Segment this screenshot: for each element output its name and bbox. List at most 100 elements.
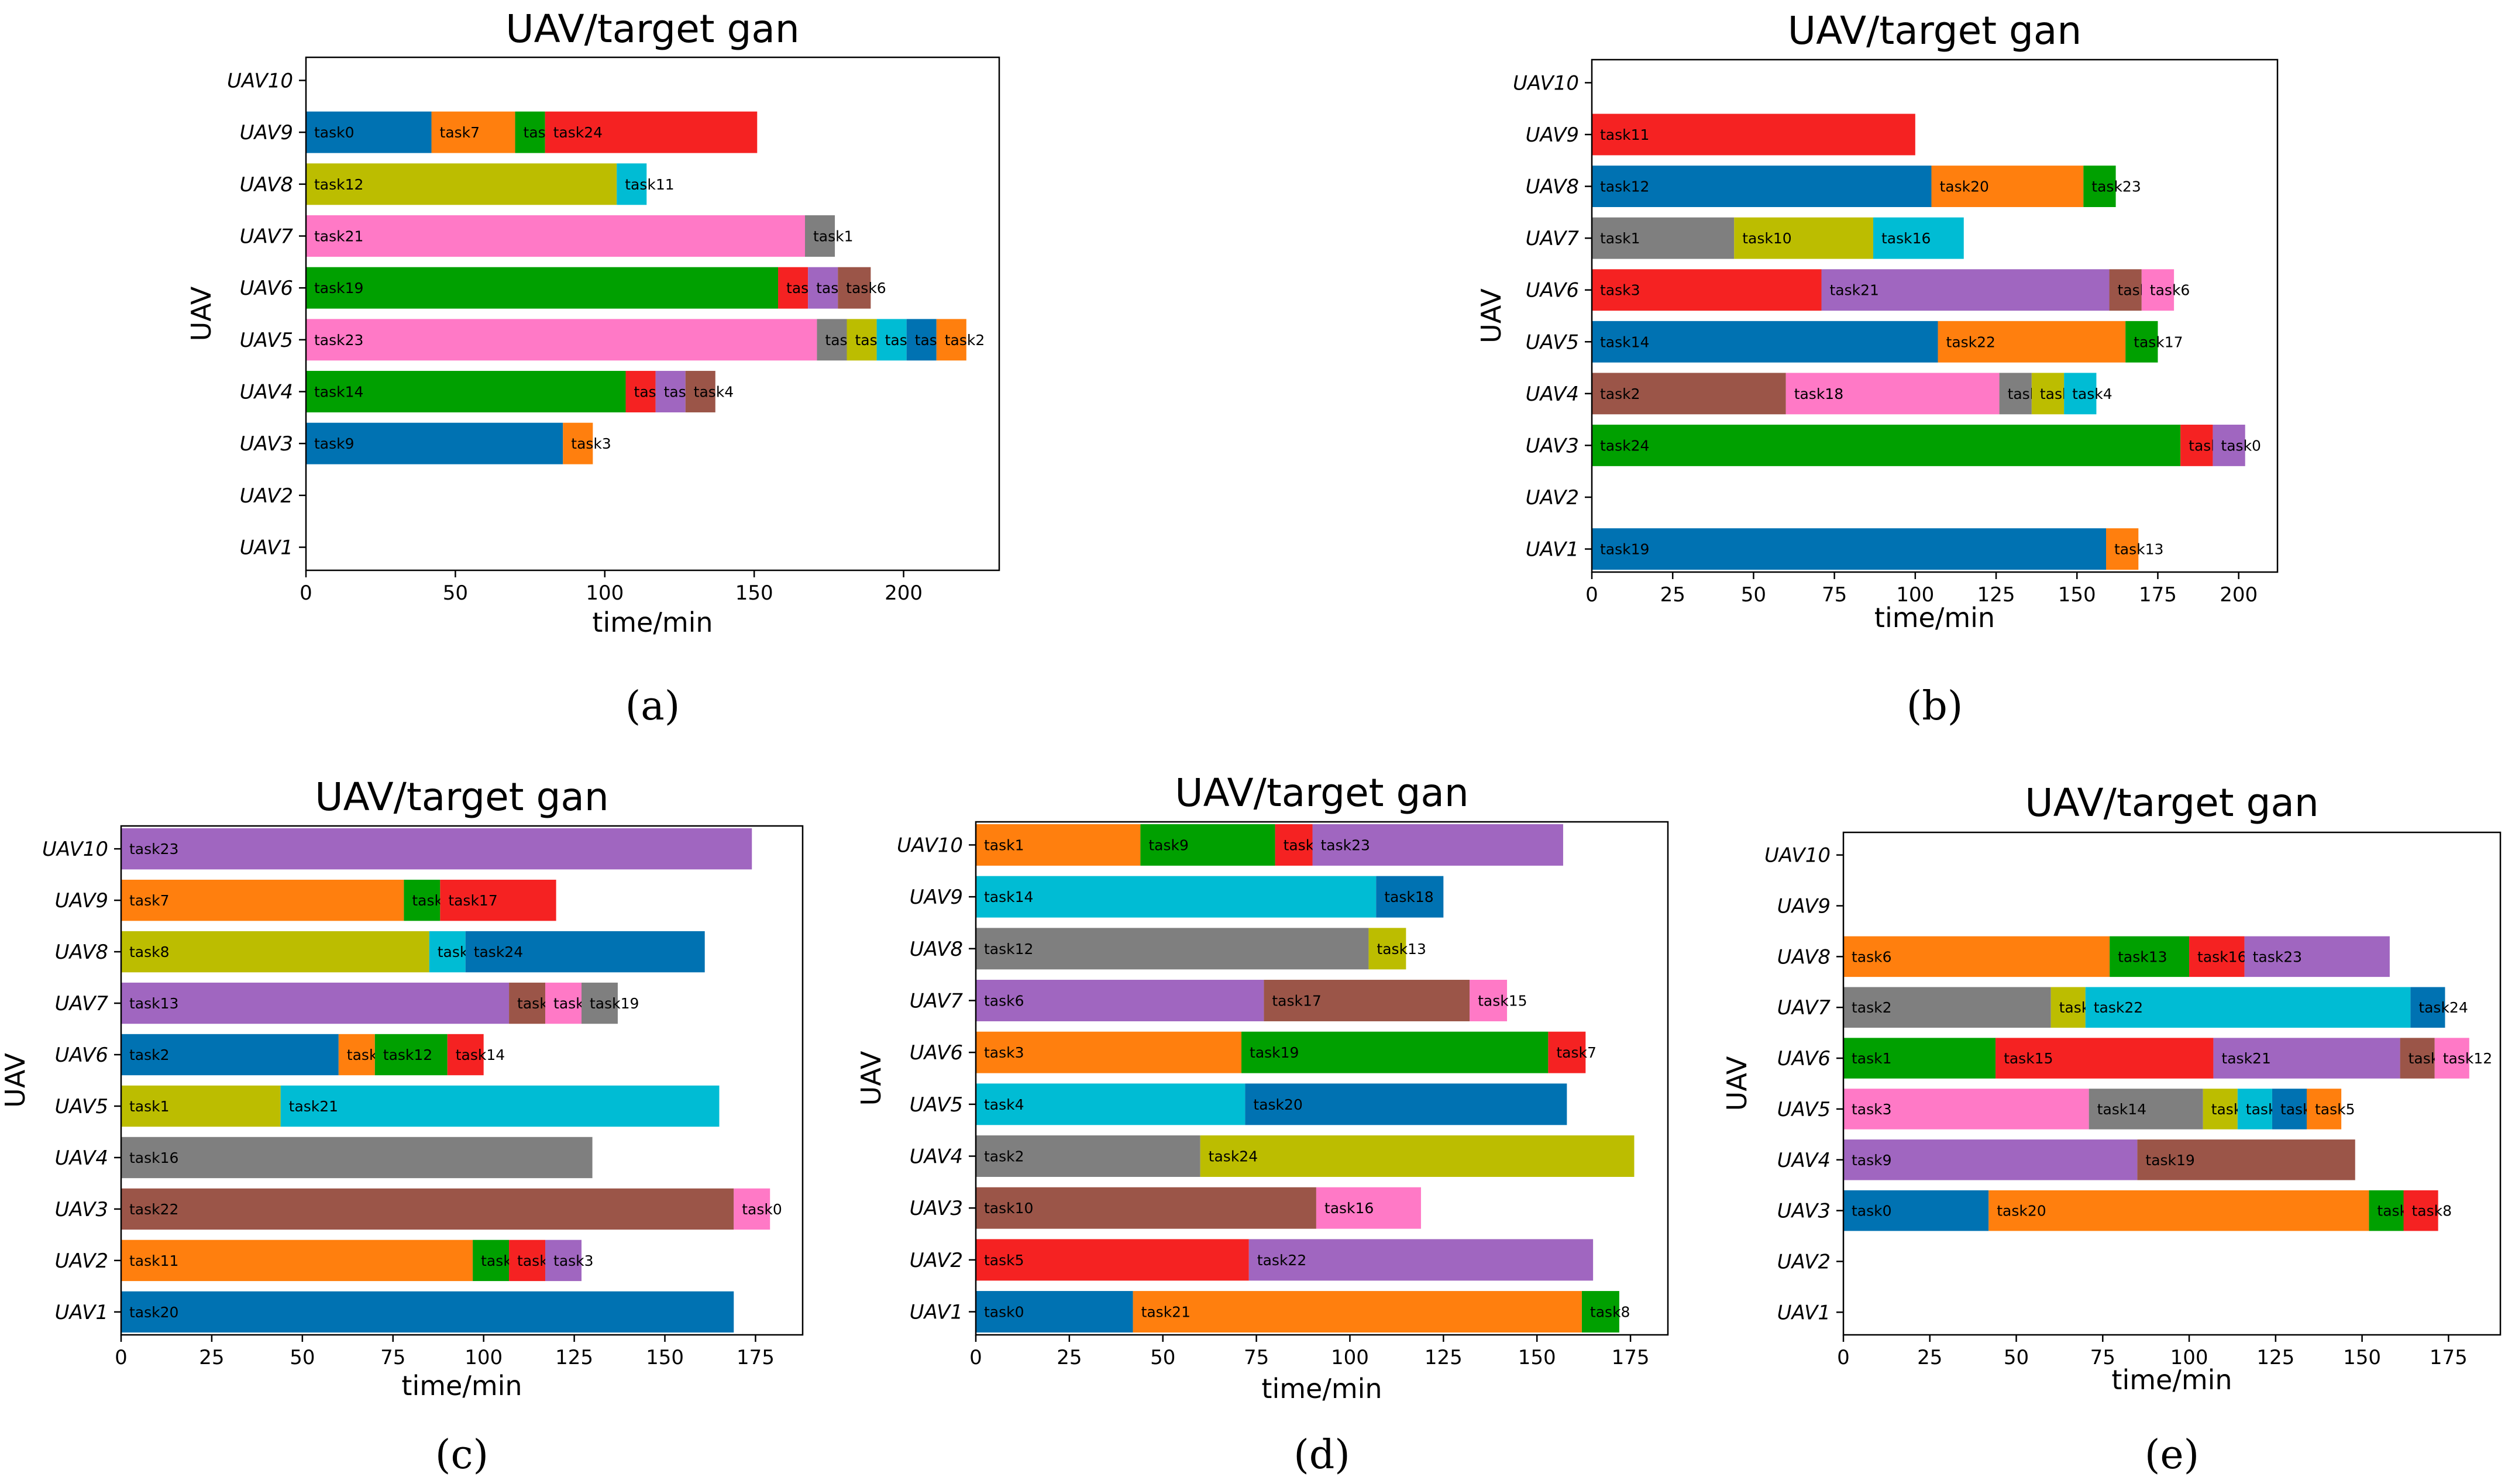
bar-uav7-task10 bbox=[1734, 217, 1873, 259]
bar-label-task20: task20 bbox=[129, 1304, 178, 1321]
y-tick-label-uav4: UAV4 bbox=[910, 1145, 963, 1169]
y-tick-label-uav10: UAV10 bbox=[227, 69, 293, 92]
bar-uav9-task14 bbox=[976, 876, 1377, 918]
panel-label: (e) bbox=[2145, 1432, 2199, 1478]
bar-uav9-task24 bbox=[545, 111, 758, 153]
bar-uav4-task9 bbox=[1843, 1139, 2138, 1180]
bar-uav4-task2 bbox=[1592, 373, 1786, 415]
y-tick-label-uav2: UAV2 bbox=[1526, 486, 1579, 509]
plot-frame bbox=[305, 56, 1000, 571]
bar-label-task14: task14 bbox=[314, 384, 363, 401]
bar-uav6-task16 bbox=[778, 267, 808, 309]
bar-uav5-task11 bbox=[2203, 1089, 2238, 1130]
bar-label-task6: task6 bbox=[2150, 282, 2190, 299]
bar-uav9-task11 bbox=[1592, 113, 1915, 156]
bar-uav5-task14 bbox=[2089, 1089, 2203, 1130]
bar-uav6-task21 bbox=[1821, 269, 2110, 311]
bar-uav5-task4 bbox=[976, 1083, 1246, 1125]
bar-uav3-task0 bbox=[2213, 425, 2245, 466]
bar-label-task1: task1 bbox=[984, 836, 1024, 853]
bar-label-task9: task9 bbox=[1852, 1152, 1892, 1169]
y-tick-label-uav1: UAV1 bbox=[240, 536, 293, 560]
x-tick-label: 200 bbox=[885, 581, 923, 605]
x-tick-label: 100 bbox=[586, 581, 624, 605]
bar-label-task0: task0 bbox=[314, 124, 355, 141]
bar-uav3-task20 bbox=[1988, 1190, 2369, 1231]
x-tick-label: 50 bbox=[290, 1346, 315, 1369]
x-tick-label: 75 bbox=[1244, 1346, 1269, 1369]
bar-uav2-task5 bbox=[473, 1239, 510, 1282]
bar-uav5-task7 bbox=[2272, 1089, 2307, 1130]
bar-uav10-task11 bbox=[1275, 824, 1313, 866]
bar-label-task10: task10 bbox=[1742, 230, 1791, 247]
bar-uav1-task0 bbox=[976, 1291, 1133, 1333]
bar-label-task14: task14 bbox=[984, 889, 1033, 905]
y-tick-label-uav10: UAV10 bbox=[42, 838, 108, 861]
bar-uav5-task22 bbox=[1938, 321, 2126, 363]
y-tick-label-uav4: UAV4 bbox=[1526, 383, 1579, 406]
y-tick-label-uav10: UAV10 bbox=[1764, 844, 1831, 867]
bar-label-task20: task20 bbox=[1939, 178, 1988, 195]
bar-uav7-task18 bbox=[545, 982, 582, 1024]
bar-label-task2: task2 bbox=[129, 1046, 170, 1063]
y-tick-label-uav8: UAV8 bbox=[240, 173, 293, 197]
bar-label-task7: task7 bbox=[440, 124, 480, 141]
bar-uav5-task22 bbox=[817, 319, 847, 361]
y-tick-label-uav7: UAV7 bbox=[1777, 996, 1831, 1020]
bar-label-task18: task18 bbox=[1794, 385, 1843, 402]
bar-uav8-task12 bbox=[306, 163, 617, 205]
y-tick-label-uav1: UAV1 bbox=[910, 1301, 963, 1324]
bar-uav4-task2 bbox=[976, 1135, 1200, 1177]
bar-label-task1: task1 bbox=[1600, 230, 1640, 247]
x-tick-label: 50 bbox=[2004, 1346, 2029, 1369]
bar-label-task23: task23 bbox=[129, 841, 178, 858]
plot-frame bbox=[1842, 831, 2502, 1336]
bar-label-task16: task16 bbox=[129, 1149, 178, 1166]
x-tick-label: 25 bbox=[199, 1346, 224, 1369]
bar-uav8-task6 bbox=[1843, 936, 2110, 977]
bar-uav3-task0 bbox=[734, 1188, 770, 1230]
plot-frame bbox=[1591, 58, 2279, 573]
bar-label-task3: task3 bbox=[571, 435, 611, 452]
bar-uav7-task2 bbox=[1843, 987, 2051, 1028]
bar-uav10-task9 bbox=[1140, 824, 1275, 866]
bar-uav3-task22 bbox=[121, 1188, 734, 1230]
bar-uav6-task12 bbox=[374, 1034, 448, 1076]
bar-uav5-task3 bbox=[1843, 1089, 2089, 1130]
y-tick-label-uav5: UAV5 bbox=[55, 1095, 108, 1118]
bar-label-task2: task2 bbox=[1600, 385, 1640, 402]
x-tick-label: 25 bbox=[1660, 583, 1685, 607]
bar-label-task1: task1 bbox=[129, 1098, 170, 1115]
bar-label-task22: task22 bbox=[1257, 1252, 1306, 1269]
x-tick-label: 150 bbox=[735, 581, 773, 605]
bar-label-task7: task7 bbox=[129, 892, 170, 909]
bar-label-task8: task8 bbox=[2412, 1203, 2452, 1220]
bar-uav6-task3 bbox=[976, 1031, 1242, 1073]
bar-label-task19: task19 bbox=[314, 280, 363, 297]
bar-label-task2: task2 bbox=[984, 1148, 1024, 1165]
bar-uav10-task1 bbox=[976, 824, 1141, 866]
bar-label-task0: task0 bbox=[2221, 437, 2261, 454]
bar-label-task4: task4 bbox=[984, 1096, 1024, 1113]
x-axis-label: time/min bbox=[1874, 602, 1995, 633]
bar-uav5-task18 bbox=[906, 319, 937, 361]
bar-label-task5: task5 bbox=[984, 1252, 1024, 1269]
x-tick-label: 0 bbox=[1837, 1346, 1850, 1369]
bar-label-task11: task11 bbox=[625, 176, 674, 193]
x-tick-label: 75 bbox=[380, 1346, 405, 1369]
bar-uav6-task6 bbox=[338, 1034, 375, 1076]
y-tick-label-uav9: UAV9 bbox=[910, 886, 963, 909]
bar-uav4-task14 bbox=[306, 371, 626, 412]
bar-label-task1: task1 bbox=[813, 228, 854, 245]
bar-uav2-task11 bbox=[121, 1239, 473, 1282]
bar-uav2-task5 bbox=[976, 1239, 1249, 1281]
x-tick-label: 0 bbox=[1585, 583, 1598, 607]
bar-uav3-task16 bbox=[1316, 1187, 1421, 1229]
bar-label-task19: task19 bbox=[590, 995, 639, 1012]
bar-label-task16: task16 bbox=[2197, 948, 2246, 965]
y-tick-label-uav10: UAV10 bbox=[897, 834, 963, 857]
y-tick-label-uav3: UAV3 bbox=[240, 432, 293, 456]
bar-uav6-task15 bbox=[1996, 1038, 2214, 1079]
bar-uav2-task4 bbox=[509, 1239, 546, 1282]
